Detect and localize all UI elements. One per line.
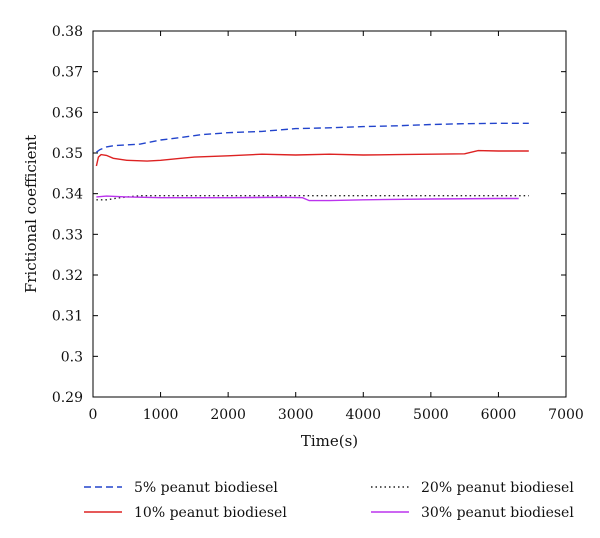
y-tick-label: 0.38	[52, 24, 83, 40]
x-tick-label: 0	[89, 407, 98, 423]
y-tick-label: 0.36	[52, 105, 83, 121]
series-line-3	[96, 195, 519, 202]
y-axis-label: Frictional coefficient	[22, 135, 40, 293]
axis-ticks: 0 1000 2000 3000 4000 5000 6000 7000 0.29 0.3 0.31…	[52, 24, 584, 423]
legend-label-3: 30% peanut biodiesel	[421, 505, 574, 521]
y-tick-label: 0.32	[52, 268, 83, 284]
y-tick-label: 0.35	[52, 146, 83, 162]
legend-label-2: 20% peanut biodiesel	[421, 480, 574, 496]
y-tick-label: 0.31	[52, 309, 83, 325]
y-tick-label: 0.3	[61, 349, 83, 365]
x-tick-label: 1000	[143, 407, 179, 423]
y-tick-label: 0.29	[52, 390, 83, 406]
plot-frame	[92, 30, 567, 398]
x-tick-label: 5000	[413, 407, 449, 423]
y-tick-label: 0.37	[52, 65, 83, 81]
series-lines	[95, 122, 529, 202]
legend-label-1: 10% peanut biodiesel	[134, 505, 287, 521]
y-tick-label: 0.33	[52, 227, 83, 243]
y-tick-label: 0.34	[52, 187, 83, 203]
x-axis-label: Time(s)	[301, 432, 358, 450]
series-line-2	[96, 194, 529, 201]
x-tick-label: 7000	[548, 407, 584, 423]
x-tick-label: 4000	[345, 407, 381, 423]
x-tick-label: 6000	[481, 407, 517, 423]
x-tick-label: 3000	[278, 407, 314, 423]
series-line-1	[95, 149, 529, 167]
x-tick-label: 2000	[210, 407, 246, 423]
legend: 5% peanut biodiesel 20% peanut biodiesel 1…	[84, 480, 574, 521]
series-line-0	[95, 122, 529, 153]
legend-label-0: 5% peanut biodiesel	[134, 480, 278, 496]
